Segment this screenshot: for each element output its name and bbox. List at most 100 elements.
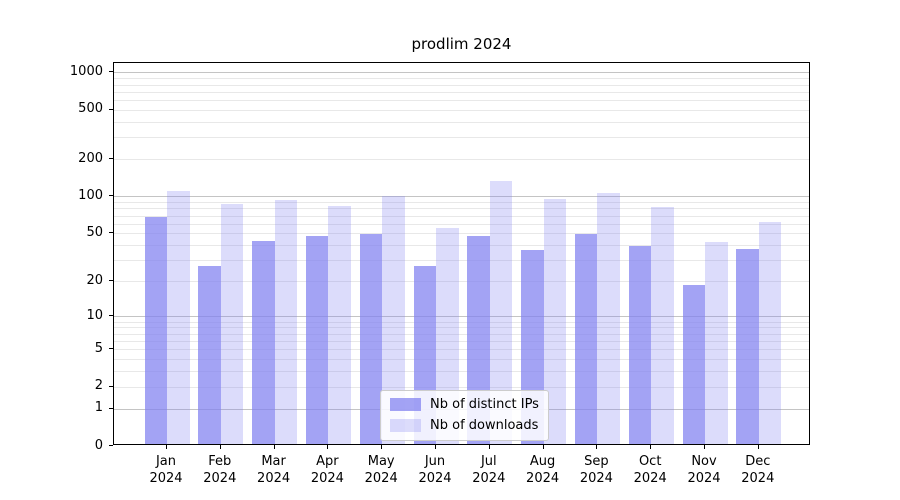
legend-entry-downloads: Nb of downloads (390, 418, 539, 433)
x-tick-label: Jun 2024 (418, 454, 452, 486)
x-tick-label-year: 2024 (579, 471, 613, 486)
y-tick-label: 200 (78, 150, 103, 166)
x-tick-mark (327, 445, 329, 449)
gridline-minor (114, 233, 809, 235)
y-tick-mark (109, 195, 113, 197)
x-tick-label-year: 2024 (472, 471, 506, 486)
bar-distinct-ips-dec (736, 248, 759, 444)
y-tick-label: 1000 (69, 63, 103, 79)
y-tick-label: 500 (78, 101, 103, 117)
x-tick-mark (381, 445, 383, 449)
x-tick-mark (596, 445, 598, 449)
bar-downloads-sep (597, 192, 620, 444)
y-tick-label: 10 (86, 307, 103, 323)
legend-label-distinct-ips: Nb of distinct IPs (430, 397, 539, 412)
x-tick-mark (757, 445, 759, 449)
x-tick-label: Oct 2024 (633, 454, 667, 486)
y-tick-label: 2 (94, 378, 103, 394)
bar-distinct-ips-jan (144, 216, 167, 444)
gridline-minor (114, 340, 809, 342)
y-axis: 0 1 2 5 10 20 50 100 200 500 1000 (0, 62, 113, 452)
legend-swatch-distinct-ips (390, 398, 421, 411)
x-tick-label-year: 2024 (687, 471, 721, 486)
bar-downloads-nov (705, 241, 728, 444)
legend-entry-distinct-ips: Nb of distinct IPs (390, 397, 539, 412)
chart-title: prodlim 2024 (411, 35, 512, 53)
y-tick-mark (109, 232, 113, 234)
x-tick-label: Feb 2024 (203, 454, 237, 486)
x-tick-mark (219, 445, 221, 449)
y-tick-mark (109, 445, 113, 446)
legend-swatch-downloads (390, 419, 421, 432)
bar-downloads-oct (651, 207, 674, 444)
gridline-minor (114, 349, 809, 351)
gridline-minor (114, 386, 809, 388)
legend-label-downloads: Nb of downloads (430, 418, 539, 433)
gridline-minor (114, 245, 809, 247)
bar-distinct-ips-nov (682, 284, 705, 444)
bar-downloads-jul (489, 180, 513, 444)
x-tick-label-year: 2024 (364, 471, 398, 486)
bar-downloads-dec (758, 221, 782, 444)
gridline-minor (114, 121, 809, 123)
x-tick-label-year: 2024 (257, 471, 291, 486)
x-tick-label: Mar 2024 (257, 454, 291, 486)
gridline-minor (114, 208, 809, 210)
bar-downloads-jan (167, 191, 190, 444)
gridline-minor (114, 78, 809, 80)
gridline-minor (114, 109, 809, 111)
gridline-minor (114, 321, 809, 323)
y-tick-mark (109, 385, 113, 387)
plot-area: Nb of distinct IPs Nb of downloads (113, 62, 810, 445)
x-tick-mark (435, 445, 436, 449)
gridline-major (114, 316, 809, 318)
x-tick-mark (542, 445, 544, 449)
x-tick-label-year: 2024 (526, 471, 560, 486)
x-tick-label: Jan 2024 (149, 454, 183, 486)
x-tick-mark (704, 445, 705, 449)
y-tick-mark (109, 280, 113, 282)
y-tick-label: 1 (94, 400, 103, 415)
bar-downloads-aug (543, 198, 567, 444)
gridline-major (114, 196, 809, 198)
bar-downloads-may (382, 195, 405, 444)
bar-distinct-ips-may (359, 233, 383, 444)
x-tick-mark (273, 445, 275, 449)
x-tick-label: Dec 2024 (741, 454, 775, 486)
x-tick-mark (166, 445, 167, 449)
gridline-major (114, 72, 809, 74)
y-tick-label: 0 (94, 437, 103, 453)
x-tick-label: Jul 2024 (472, 454, 506, 486)
y-tick-label: 100 (78, 187, 103, 203)
y-tick-mark (109, 315, 113, 317)
gridline-minor (114, 359, 809, 360)
x-tick-mark (650, 445, 652, 449)
y-tick-mark (109, 348, 113, 350)
gridline-minor (114, 84, 809, 86)
y-tick-mark (109, 108, 113, 110)
y-tick-mark (109, 407, 113, 409)
x-tick-label: May 2024 (364, 454, 398, 486)
legend: Nb of distinct IPs Nb of downloads (380, 390, 549, 441)
gridline-minor (114, 333, 809, 335)
gridline-minor (114, 91, 809, 93)
x-tick-label: Aug 2024 (526, 454, 560, 486)
x-tick-label-year: 2024 (149, 471, 183, 486)
gridline-minor (114, 327, 809, 329)
x-tick-label: Sep 2024 (579, 454, 613, 486)
x-tick-label-year: 2024 (418, 471, 452, 486)
gridline-minor (114, 215, 809, 217)
bar-distinct-ips-mar (252, 240, 275, 444)
gridline-minor (114, 223, 809, 225)
y-tick-label: 50 (86, 224, 103, 240)
gridline-minor (114, 260, 809, 262)
x-tick-mark (488, 445, 490, 449)
gridline-minor (114, 202, 809, 204)
gridline-minor (114, 159, 809, 161)
x-tick-label: Apr 2024 (310, 454, 344, 486)
gridline-minor (114, 100, 809, 101)
x-tick-label: Nov 2024 (687, 454, 721, 486)
bar-distinct-ips-sep (574, 233, 598, 444)
y-tick-mark (109, 71, 113, 73)
